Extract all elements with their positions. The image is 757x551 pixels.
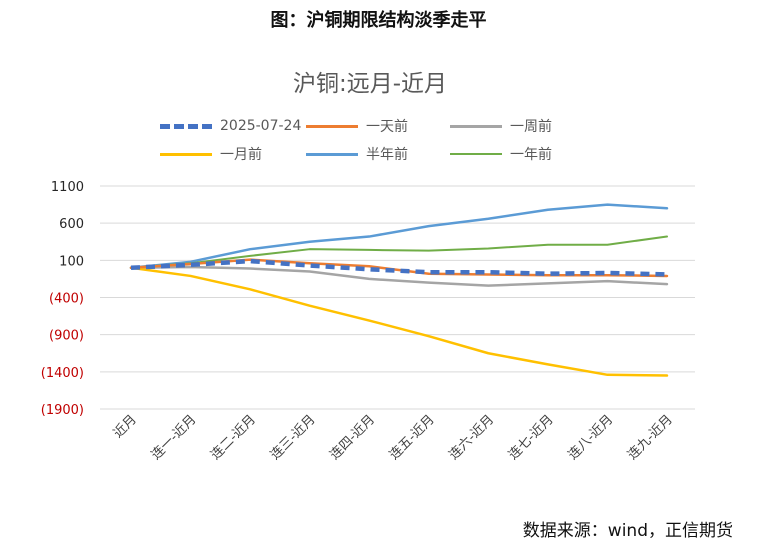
y-tick-label: 100 xyxy=(59,254,84,269)
x-tick-label: 连一-近月 xyxy=(148,412,199,463)
y-tick-label: (1400) xyxy=(41,366,84,381)
y-tick-label: (900) xyxy=(49,329,84,344)
x-tick-label: 连五-近月 xyxy=(386,412,437,463)
x-tick-label: 连二-近月 xyxy=(208,412,259,463)
x-tick-label: 连四-近月 xyxy=(327,412,378,463)
legend-label: 一月前 xyxy=(220,147,262,163)
legend-swatch-2025-07-24 xyxy=(160,123,212,129)
series-line-1 xyxy=(129,258,669,278)
series-line-2 xyxy=(129,265,669,287)
x-tick-label: 连七-近月 xyxy=(505,412,556,463)
legend-item-2025-07-24: 2025-07-24 xyxy=(160,116,301,136)
legend-label: 一年前 xyxy=(510,147,552,163)
y-tick-label: (400) xyxy=(49,292,84,307)
legend-item-one-month-ago: 一月前 xyxy=(160,144,262,164)
legend-label: 半年前 xyxy=(366,147,408,163)
series-line-4 xyxy=(129,203,669,270)
x-tick-label: 连三-近月 xyxy=(267,412,318,463)
y-tick-label: 1100 xyxy=(51,180,84,195)
x-tick-label: 近月 xyxy=(111,412,140,441)
y-tick-label: (1900) xyxy=(41,403,84,418)
legend-item-half-year-ago: 半年前 xyxy=(306,144,408,164)
legend-swatch-one-month-ago xyxy=(160,152,212,156)
legend-swatch-one-week-ago xyxy=(450,124,502,128)
legend-label: 一周前 xyxy=(510,119,552,135)
legend-item-one-year-ago: 一年前 xyxy=(450,144,552,164)
x-tick-label: 连六-近月 xyxy=(446,412,497,463)
y-tick-label: 600 xyxy=(59,217,84,232)
legend-label: 一天前 xyxy=(366,119,408,135)
legend-label: 2025-07-24 xyxy=(220,118,302,134)
x-tick-label: 连八-近月 xyxy=(565,412,616,463)
source-note: 数据来源：wind，正信期货 xyxy=(522,521,733,541)
x-tick-label: 连九-近月 xyxy=(624,412,675,463)
chart-legend: 2025-07-24 一天前 一周前 一月前 半年前 一年前 xyxy=(160,116,600,166)
figure-title: 图：沪铜期限结构淡季走平 xyxy=(270,10,487,31)
series-line-5 xyxy=(130,235,668,269)
series-line-3 xyxy=(129,266,669,377)
legend-swatch-half-year-ago xyxy=(306,152,358,156)
legend-item-one-day-ago: 一天前 xyxy=(306,116,408,136)
chart-title: 沪铜:远月-近月 xyxy=(292,71,448,97)
legend-item-one-week-ago: 一周前 xyxy=(450,116,552,136)
legend-swatch-one-year-ago xyxy=(450,153,502,155)
legend-swatch-one-day-ago xyxy=(306,124,358,128)
